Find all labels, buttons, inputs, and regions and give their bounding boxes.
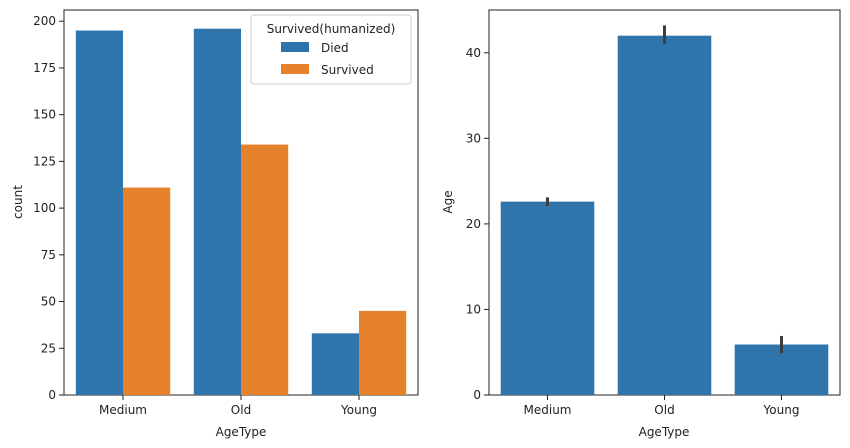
- count-y-tick-label: 50: [41, 295, 56, 309]
- age-y-tick-label: 40: [466, 46, 481, 60]
- count-chart: 0 25 50 75 100 125 150 175 200 Medium Old Young Ag…: [11, 9, 419, 439]
- count-chart-x-ticks: Medium Old Young: [99, 395, 377, 417]
- count-bar-survived-old: [241, 144, 289, 395]
- count-y-tick-label: 150: [33, 108, 56, 122]
- legend-swatch-died: [281, 42, 309, 52]
- count-x-tick-label-medium: Medium: [99, 403, 147, 417]
- age-chart-y-axis-label: Age: [441, 190, 455, 213]
- count-chart-y-ticks: 0 25 50 75 100 125 150 175 200: [33, 14, 64, 402]
- count-bar-survived-young: [359, 310, 407, 395]
- age-bar-medium: [500, 201, 595, 395]
- count-y-tick-label: 125: [33, 154, 56, 168]
- age-y-tick-label: 0: [473, 388, 481, 402]
- count-bar-died-young: [311, 333, 359, 395]
- age-y-tick-label: 30: [466, 131, 481, 145]
- legend-swatch-survived: [281, 64, 309, 74]
- legend-label-died: Died: [321, 41, 349, 55]
- count-x-tick-label-young: Young: [340, 403, 377, 417]
- age-chart-x-axis-label: AgeType: [639, 425, 690, 439]
- legend-label-survived: Survived: [321, 63, 374, 77]
- count-y-tick-label: 25: [41, 341, 56, 355]
- age-x-tick-label-medium: Medium: [524, 403, 572, 417]
- count-bar-died-medium: [75, 30, 123, 396]
- age-chart-bars: [500, 35, 829, 396]
- count-y-tick-label: 75: [41, 248, 56, 262]
- age-y-tick-label: 10: [466, 302, 481, 316]
- count-chart-bars: [75, 28, 407, 396]
- count-y-tick-label: 100: [33, 201, 56, 215]
- age-x-tick-label-old: Old: [654, 403, 674, 417]
- count-x-tick-label-old: Old: [231, 403, 251, 417]
- count-y-tick-label: 175: [33, 61, 56, 75]
- legend: Survived(humanized) Died Survived: [250, 14, 412, 85]
- age-y-tick-label: 20: [466, 217, 481, 231]
- count-y-tick-label: 200: [33, 14, 56, 28]
- age-chart-error-bars: [546, 25, 783, 354]
- count-bar-died-old: [193, 28, 241, 395]
- age-x-tick-label-young: Young: [763, 403, 800, 417]
- age-chart: 0 10 20 30 40 Medium Old Young AgeType Age: [441, 9, 841, 439]
- count-chart-y-axis-label: count: [11, 185, 25, 219]
- legend-title: Survived(humanized): [267, 22, 396, 36]
- age-bar-old: [617, 35, 712, 396]
- count-bar-survived-medium: [123, 187, 171, 395]
- count-chart-x-axis-label: AgeType: [216, 425, 267, 439]
- age-chart-y-ticks: 0 10 20 30 40: [466, 46, 489, 402]
- age-chart-x-ticks: Medium Old Young: [524, 395, 800, 417]
- count-y-tick-label: 0: [48, 388, 56, 402]
